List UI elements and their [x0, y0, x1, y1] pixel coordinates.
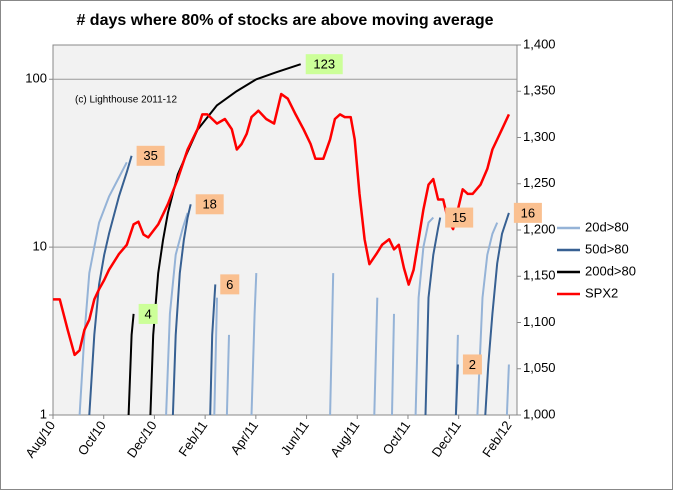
copyright-note: (c) Lighthouse 2011-12 — [75, 95, 178, 106]
legend-label: 200d>80 — [585, 263, 636, 278]
y2-tick-label: 1,000 — [523, 406, 556, 421]
annotation-box — [513, 202, 542, 223]
annotation-label: 6 — [226, 277, 233, 292]
annotation-box — [445, 207, 474, 228]
y2-tick-label: 1,150 — [523, 268, 556, 283]
legend-label: SPX2 — [585, 285, 618, 300]
y2-tick-label: 1,350 — [523, 83, 556, 98]
annotation-label: 4 — [145, 306, 152, 321]
annotation-box — [305, 54, 343, 75]
y2-tick-label: 1,100 — [523, 314, 556, 329]
y2-tick-label: 1,050 — [523, 360, 556, 375]
y2-tick-label: 1,200 — [523, 221, 556, 236]
y2-tick-label: 1,400 — [523, 36, 556, 51]
y2-tick-label: 1,250 — [523, 175, 556, 190]
series-line — [88, 155, 510, 416]
legend-label: 50d>80 — [585, 241, 629, 256]
annotation-box — [136, 145, 165, 166]
series-line — [53, 92, 511, 357]
annotation-label: 15 — [452, 210, 466, 225]
annotation-box — [462, 354, 482, 375]
y-tick-label: 1 — [40, 406, 47, 421]
annotation-label: 35 — [143, 148, 157, 163]
y2-tick-label: 1,300 — [523, 129, 556, 144]
annotation-box — [195, 194, 224, 215]
annotation-label: 18 — [202, 197, 216, 212]
annotation-box — [220, 274, 240, 295]
chart-title: # days where 80% of stocks are above mov… — [76, 12, 493, 29]
y-tick-label: 100 — [25, 71, 47, 86]
annotation-label: 123 — [313, 57, 335, 72]
annotation-label: 2 — [469, 357, 476, 372]
legend-label: 20d>80 — [585, 219, 629, 234]
annotation-label: 16 — [521, 205, 535, 220]
annotation-box — [138, 303, 158, 324]
y-tick-label: 10 — [33, 239, 47, 254]
